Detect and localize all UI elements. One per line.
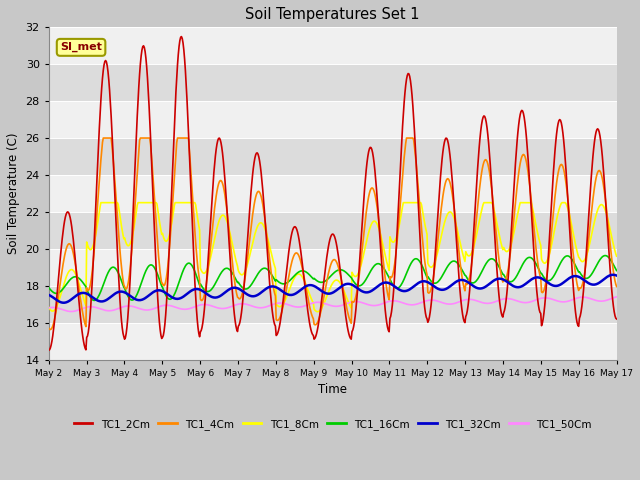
Bar [49,175,616,212]
X-axis label: Time: Time [318,383,347,396]
Bar [49,249,616,286]
Title: Soil Temperatures Set 1: Soil Temperatures Set 1 [245,7,420,22]
Bar [49,138,616,175]
Bar [49,286,616,323]
Bar [49,101,616,138]
Bar [49,212,616,249]
Legend: TC1_2Cm, TC1_4Cm, TC1_8Cm, TC1_16Cm, TC1_32Cm, TC1_50Cm: TC1_2Cm, TC1_4Cm, TC1_8Cm, TC1_16Cm, TC1… [70,415,596,434]
Y-axis label: Soil Temperature (C): Soil Temperature (C) [7,132,20,254]
Text: SI_met: SI_met [60,42,102,52]
Bar [49,323,616,360]
Bar [49,27,616,64]
Bar [49,64,616,101]
